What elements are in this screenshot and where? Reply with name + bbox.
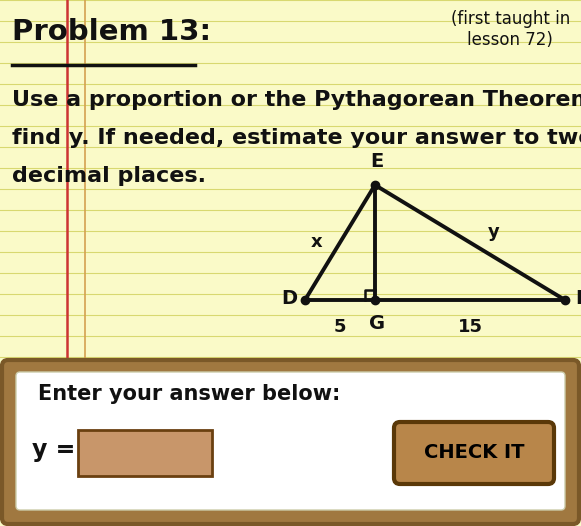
Text: Problem 13:: Problem 13: [12, 18, 211, 46]
FancyBboxPatch shape [394, 422, 554, 484]
Text: CHECK IT: CHECK IT [424, 443, 524, 462]
Text: y: y [488, 223, 500, 241]
Text: D: D [281, 288, 297, 308]
Text: decimal places.: decimal places. [12, 166, 206, 186]
Text: Enter your answer below:: Enter your answer below: [38, 384, 340, 404]
Text: 5: 5 [333, 318, 346, 336]
Text: y =: y = [32, 438, 76, 462]
Text: (first taught in
lesson 72): (first taught in lesson 72) [451, 10, 570, 49]
Text: 15: 15 [457, 318, 482, 336]
Text: x: x [310, 233, 322, 251]
FancyBboxPatch shape [2, 360, 579, 524]
Text: F: F [575, 288, 581, 308]
FancyBboxPatch shape [16, 372, 565, 510]
Text: Use a proportion or the Pythagorean Theorem to: Use a proportion or the Pythagorean Theo… [12, 90, 581, 110]
Text: G: G [369, 314, 385, 333]
Text: find y. If needed, estimate your answer to two: find y. If needed, estimate your answer … [12, 128, 581, 148]
Text: E: E [370, 152, 383, 171]
FancyBboxPatch shape [78, 430, 212, 476]
